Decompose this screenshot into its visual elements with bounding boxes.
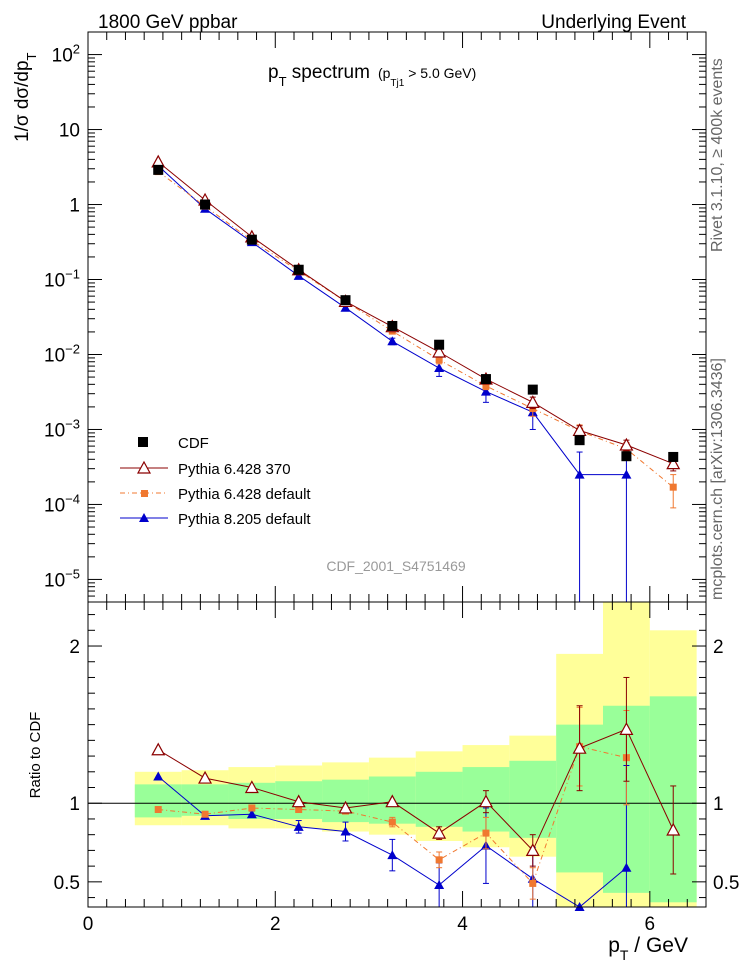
header-right: Underlying Event — [541, 12, 686, 33]
bottom-point-py8_default — [387, 850, 398, 860]
top-point-py6_default — [435, 356, 443, 364]
bottom-point-py6_370 — [572, 740, 587, 754]
top-point-py6_370 — [666, 456, 681, 470]
top-y-tick-label: 10−1 — [44, 267, 80, 292]
top-point-cdf — [340, 295, 351, 306]
legend-label-cdf: CDF — [178, 435, 209, 452]
bottom-line-py6_370 — [157, 728, 674, 852]
bottom-plot-frame — [87, 601, 707, 908]
top-point-cdf — [387, 320, 398, 331]
bottom-point-py6_370 — [244, 780, 259, 794]
top-point-py6_370 — [525, 395, 540, 408]
bottom-point-py6_370 — [151, 742, 166, 756]
legend-label-py6-370: Pythia 6.428 370 — [178, 461, 291, 478]
top-point-py6_370 — [572, 423, 587, 437]
band-inner-bin — [181, 784, 229, 816]
bottom-point-py8_default — [246, 809, 257, 819]
bottom-point-py8_default — [621, 862, 632, 872]
bottom-y-tick-label-right: 1 — [713, 794, 724, 815]
top-y-tick-label: 10 — [59, 121, 80, 142]
top-point-py8_default — [340, 302, 351, 312]
top-y-tick-label: 1 — [69, 196, 80, 217]
top-point-cdf — [621, 451, 632, 462]
bottom-point-py6_default — [248, 804, 256, 812]
top-point-py6_370 — [619, 437, 634, 451]
top-point-py8_default — [480, 386, 491, 396]
bottom-y-axis-label: Ratio to CDF — [27, 712, 44, 799]
legend-marker-cdf — [138, 437, 148, 447]
bottom-point-py6_default — [295, 806, 303, 814]
bottom-point-py6_370 — [432, 825, 447, 839]
top-point-cdf — [293, 264, 304, 275]
top-point-py6_default — [669, 483, 677, 491]
top-line-py6_default — [157, 171, 674, 488]
top-point-py8_default — [621, 469, 632, 479]
bottom-point-py6_default — [482, 829, 490, 837]
top-y-tick-label: 10−4 — [44, 491, 80, 516]
bottom-point-py6_370 — [525, 843, 540, 857]
legend-marker-py8-default — [139, 513, 149, 522]
bottom-point-py6_370 — [619, 722, 634, 735]
bottom-point-py6_370 — [338, 800, 353, 814]
bottom-y-tick-label-right: 2 — [713, 637, 724, 658]
top-point-cdf — [574, 435, 585, 446]
bottom-point-py8_default — [153, 771, 164, 781]
x-axis-label: pT / GeV — [608, 934, 688, 963]
x-tick-label: 6 — [645, 914, 656, 935]
bottom-point-py8_default — [340, 826, 351, 836]
top-y-tick-label: 10−2 — [44, 341, 80, 366]
bottom-point-py6_default — [435, 856, 443, 864]
top-point-py8_default — [574, 469, 585, 479]
top-point-cdf — [434, 339, 445, 350]
top-point-py6_default — [482, 382, 490, 390]
analysis-watermark: CDF_2001_S4751469 — [326, 558, 466, 574]
bottom-point-py6_370 — [198, 770, 213, 784]
top-point-cdf — [246, 234, 257, 245]
side-label-rivet: Rivet 3.1.10, ≥ 400k events — [709, 58, 726, 252]
band-inner-bin — [509, 760, 557, 838]
top-point-cdf — [480, 374, 491, 385]
bottom-plot: 0 2 4 6 0.5 0.5 1 1 2 2 — [54, 601, 739, 935]
top-y-tick-label: 10−3 — [44, 416, 80, 441]
top-title: pT spectrum (pTj1 > 5.0 GeV) — [268, 62, 476, 89]
bottom-point-py6_370 — [385, 794, 400, 808]
side-label-mcplots: mcplots.cern.ch [arXiv:1306.3436] — [709, 358, 726, 600]
bottom-y-tick-label-left: 2 — [69, 637, 80, 658]
top-y-tick-label: 102 — [52, 42, 80, 67]
bottom-point-py6_default — [154, 806, 162, 814]
bottom-point-py8_default — [434, 879, 445, 889]
top-point-cdf — [153, 164, 164, 175]
legend-marker-py6-default — [141, 490, 148, 497]
bottom-y-tick-label-left: 0.5 — [54, 873, 80, 894]
legend: CDF Pythia 6.428 370 Pythia 6.428 defaul… — [120, 435, 311, 528]
bottom-point-py6_default — [388, 818, 396, 826]
top-point-py6_370 — [432, 344, 447, 358]
bottom-point-py6_370 — [291, 794, 306, 808]
top-point-cdf — [200, 199, 211, 210]
band-inner-bin — [415, 771, 463, 827]
bottom-point-py6_370 — [666, 822, 681, 836]
bottom-point-py6_default — [201, 810, 209, 818]
legend-label-py6-default: Pythia 6.428 default — [178, 486, 311, 503]
bottom-y-tick-label-left: 1 — [69, 794, 80, 815]
top-point-py8_default — [387, 336, 398, 346]
top-point-cdf — [527, 384, 538, 395]
header-left: 1800 GeV ppbar — [98, 12, 238, 33]
x-tick-label: 4 — [457, 914, 468, 935]
top-point-cdf — [668, 451, 679, 462]
legend-marker-py6-370 — [136, 460, 152, 474]
top-y-tick-label: 10−5 — [44, 566, 80, 591]
x-tick-label: 0 — [83, 914, 94, 935]
bottom-point-py6_370 — [478, 794, 493, 808]
bottom-y-tick-label-right: 0.5 — [713, 873, 739, 894]
top-point-py8_default — [434, 363, 445, 373]
top-y-axis-label: 1/σ dσ/dpT — [12, 52, 39, 142]
bottom-point-py8_default — [293, 821, 304, 831]
bottom-point-py6_default — [529, 879, 537, 887]
legend-label-py8-default: Pythia 8.205 default — [178, 511, 311, 528]
x-tick-label: 2 — [270, 914, 281, 935]
top-line-py6_370 — [157, 161, 674, 465]
